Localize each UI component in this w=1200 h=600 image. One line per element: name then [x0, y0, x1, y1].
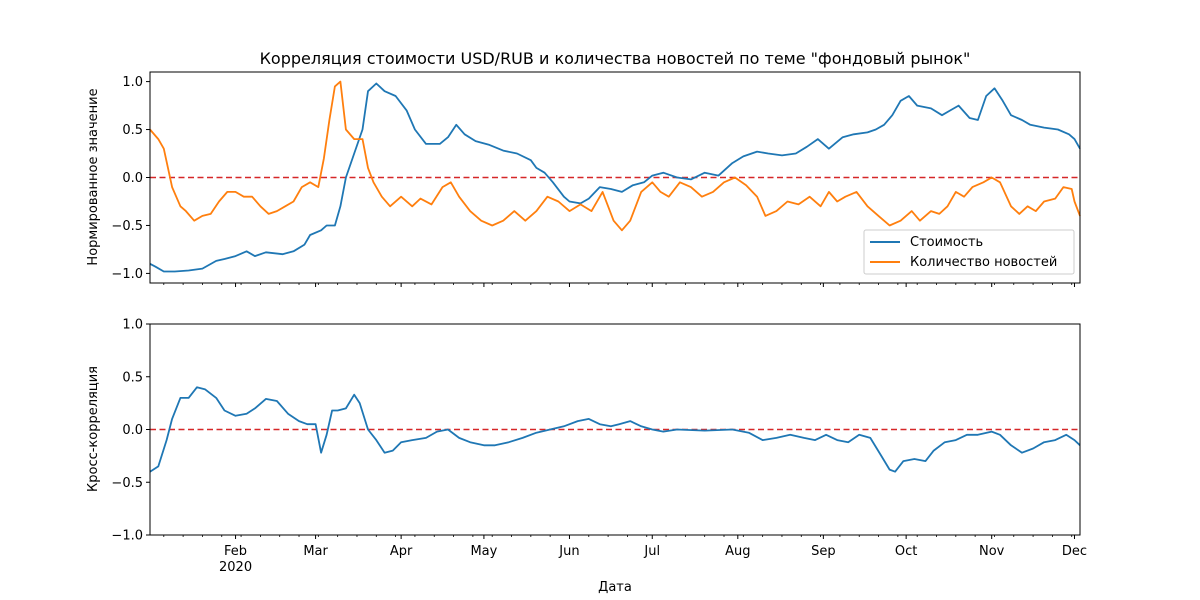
top-ytick-label: 0.5 [122, 123, 143, 138]
xtick-label: Jun [558, 544, 579, 559]
bottom-ytick-label: −1.0 [111, 529, 143, 544]
bottom-ytick-label: 0.5 [122, 370, 143, 385]
top-ytick-label: −1.0 [111, 267, 143, 282]
top-ytick-label: 1.0 [122, 75, 143, 90]
top-chart-title: Корреляция стоимости USD/RUB и количеств… [260, 49, 971, 68]
xtick-label: Oct [895, 544, 917, 559]
top-chart-ylabel: Нормированное значение [86, 88, 101, 265]
xtick-label: Mar [303, 544, 328, 559]
top-plot-area: −1.0 −0.5 0.0 0.5 1.0 [111, 71, 1081, 287]
top-series-line-0 [149, 82, 1081, 273]
top-axes-frame [149, 71, 1081, 284]
bottom-ytick-label: −0.5 [111, 476, 143, 491]
xtick-label: Sep [811, 544, 836, 559]
top-series-line-1 [149, 80, 1081, 232]
xtick-label: Nov [979, 544, 1005, 559]
bottom-series-line-0 [149, 386, 1081, 473]
bottom-axes-frame [149, 323, 1081, 536]
bottom-chart-xlabel: Дата [598, 580, 632, 595]
top-ytick-label: 0.0 [122, 171, 143, 186]
xtick-sublabel: 2020 [219, 560, 252, 575]
xtick-label: Jul [643, 544, 660, 559]
xtick-label: Aug [725, 544, 750, 559]
xtick-label: Dec [1062, 544, 1087, 559]
xtick-label: Apr [390, 544, 413, 559]
xtick-label: Feb [224, 544, 247, 559]
bottom-ytick-label: 1.0 [122, 318, 143, 333]
xtick-label: May [470, 544, 497, 559]
legend-label-news: Количество новостей [910, 255, 1057, 270]
legend-label-cost: Стоимость [910, 235, 983, 250]
bottom-chart-ylabel: Кросс-корреляция [86, 366, 101, 492]
top-ytick-label: −0.5 [111, 219, 143, 234]
legend-box [863, 229, 1075, 275]
bottom-ytick-label: 0.0 [122, 423, 143, 438]
legend: Стоимость Количество новостей [863, 229, 1075, 275]
